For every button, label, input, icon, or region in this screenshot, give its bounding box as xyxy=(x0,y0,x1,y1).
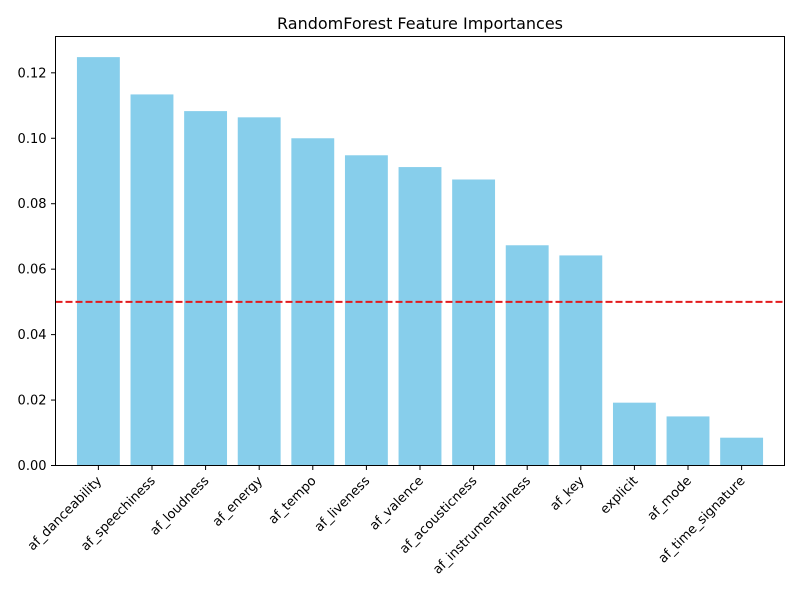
bar-af_key xyxy=(559,255,603,466)
y-tick-label: 0.02 xyxy=(18,394,47,409)
bar-af_energy xyxy=(237,117,281,466)
x-tick-label-af_mode: af_mode xyxy=(645,474,695,524)
x-tick-label-af_instrumentalness: af_instrumentalness xyxy=(430,474,534,578)
bar-af_loudness xyxy=(184,111,228,466)
x-tick-label-af_tempo: af_tempo xyxy=(266,474,320,528)
y-axis: 0.00 0.02 0.04 0.06 0.08 0.10 0.12 xyxy=(18,66,56,474)
y-tick-label: 0.00 xyxy=(18,459,47,474)
bar-af_danceability xyxy=(76,57,120,466)
x-tick-label-af_liveness: af_liveness xyxy=(312,474,373,535)
plot-frame xyxy=(55,36,785,466)
bar-af_instrumentalness xyxy=(505,245,549,466)
bars-group xyxy=(76,57,764,466)
chart-title: RandomForest Feature Importances xyxy=(277,14,563,33)
bar-explicit xyxy=(612,402,656,466)
y-tick-label: 0.12 xyxy=(18,66,47,81)
y-tick-label: 0.10 xyxy=(18,132,47,147)
bar-af_valence xyxy=(398,167,442,466)
bar-af_speechiness xyxy=(130,94,174,466)
bar-af_mode xyxy=(666,416,710,466)
x-tick-label-af_key: af_key xyxy=(547,474,587,514)
y-tick-label: 0.08 xyxy=(18,197,47,212)
bar-af_liveness xyxy=(344,155,388,466)
bar-af_acousticness xyxy=(452,179,496,466)
y-tick-label: 0.06 xyxy=(18,263,47,278)
x-tick-label-af_energy: af_energy xyxy=(210,474,266,530)
x-axis: af_danceabilityaf_speechinessaf_loudness… xyxy=(25,465,748,578)
x-tick-label-explicit: explicit xyxy=(598,474,642,518)
y-tick-label: 0.04 xyxy=(18,328,47,343)
bar-af_time_signature xyxy=(720,437,764,466)
